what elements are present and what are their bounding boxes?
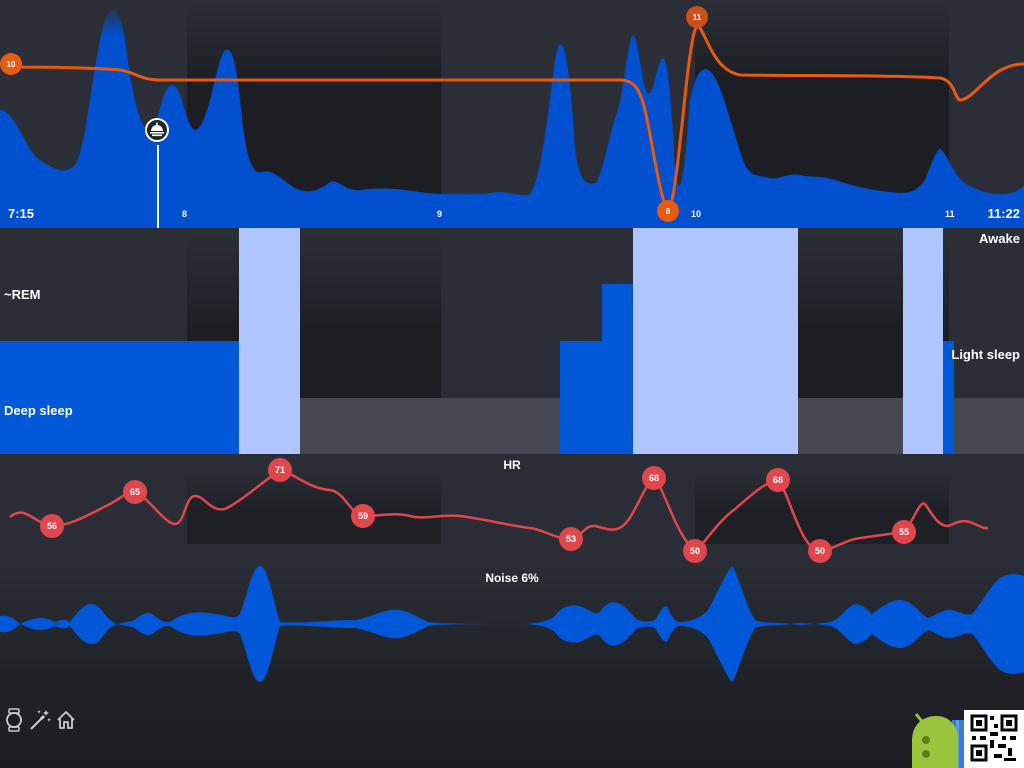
actigraph-panel[interactable]: 10 11 8 7:15 11:22 8 9 10 11 xyxy=(0,0,1024,228)
hour-tick-label: 9 xyxy=(437,209,443,219)
hr-point-label: 59 xyxy=(358,511,368,521)
stage-awake-2 xyxy=(633,228,798,454)
stage-light-1 xyxy=(300,398,560,454)
stage-deep-1 xyxy=(0,341,239,454)
hr-point-label: 71 xyxy=(275,465,285,475)
hr-point-label: 55 xyxy=(899,527,909,537)
home-icon[interactable] xyxy=(54,706,78,734)
hr-panel[interactable]: 56 65 71 59 53 68 50 68 50 55 HR xyxy=(0,454,1024,564)
rem-label: ~REM xyxy=(4,287,41,302)
hypnogram-chart xyxy=(0,228,1024,454)
light-sleep-label: Light sleep xyxy=(951,347,1020,362)
noise-title: Noise 6% xyxy=(485,571,539,585)
stage-deep-2 xyxy=(560,341,602,454)
hr-point xyxy=(268,458,292,482)
hr-point xyxy=(642,466,666,490)
actigraph-area xyxy=(0,10,1024,228)
hr-point-label: 53 xyxy=(566,534,576,544)
noise-panel[interactable]: Noise 6% xyxy=(0,564,1024,768)
noise-chart xyxy=(0,566,1024,682)
hr-point-label: 68 xyxy=(773,475,783,485)
hr-title: HR xyxy=(503,458,521,472)
hr-point xyxy=(123,480,147,504)
hr-point-label: 50 xyxy=(815,546,825,556)
snore-marker[interactable]: 8 xyxy=(657,200,679,222)
alarm-snooze-icon[interactable] xyxy=(145,118,169,142)
hr-point xyxy=(892,520,916,544)
hr-point xyxy=(808,539,832,563)
hr-dots: 56 65 71 59 53 68 50 68 50 55 xyxy=(40,458,916,563)
stage-light-2 xyxy=(798,398,904,454)
hour-tick-label: 11 xyxy=(945,209,955,219)
stage-awake-3 xyxy=(903,228,943,454)
end-time-label: 11:22 xyxy=(987,206,1020,221)
actigraph-chart xyxy=(0,0,1024,228)
stage-awake-1 xyxy=(239,228,300,454)
actigraph-baseline xyxy=(0,222,1024,228)
awake-label: Awake xyxy=(979,231,1020,246)
snore-marker[interactable]: 10 xyxy=(0,53,22,75)
hr-point xyxy=(40,514,64,538)
hypnogram-panel[interactable]: Awake ~REM Light sleep Deep sleep xyxy=(0,228,1024,454)
start-time-label: 7:15 xyxy=(8,206,35,221)
hr-point-label: 56 xyxy=(47,521,57,531)
stage-deep-3 xyxy=(943,341,954,454)
magic-wand-icon[interactable] xyxy=(28,706,52,734)
hr-point xyxy=(683,539,707,563)
hr-point xyxy=(559,527,583,551)
snore-line xyxy=(10,24,1024,214)
noise-waveform xyxy=(0,566,1024,682)
deep-sleep-label: Deep sleep xyxy=(4,403,73,418)
hr-point xyxy=(766,468,790,492)
qr-code-icon[interactable] xyxy=(964,710,1024,768)
stage-light-3 xyxy=(954,398,1024,454)
snore-marker[interactable]: 11 xyxy=(686,6,708,28)
hr-point xyxy=(351,504,375,528)
bottom-toolbar xyxy=(2,706,78,734)
hour-tick-label: 8 xyxy=(182,209,188,219)
hr-point-label: 50 xyxy=(690,546,700,556)
hr-chart: 56 65 71 59 53 68 50 68 50 55 xyxy=(9,458,989,563)
hour-tick-label: 10 xyxy=(691,209,702,219)
watch-icon[interactable] xyxy=(2,706,26,734)
hr-point-label: 68 xyxy=(649,473,659,483)
stage-rem-1 xyxy=(602,284,633,454)
hr-point-label: 65 xyxy=(130,487,140,497)
